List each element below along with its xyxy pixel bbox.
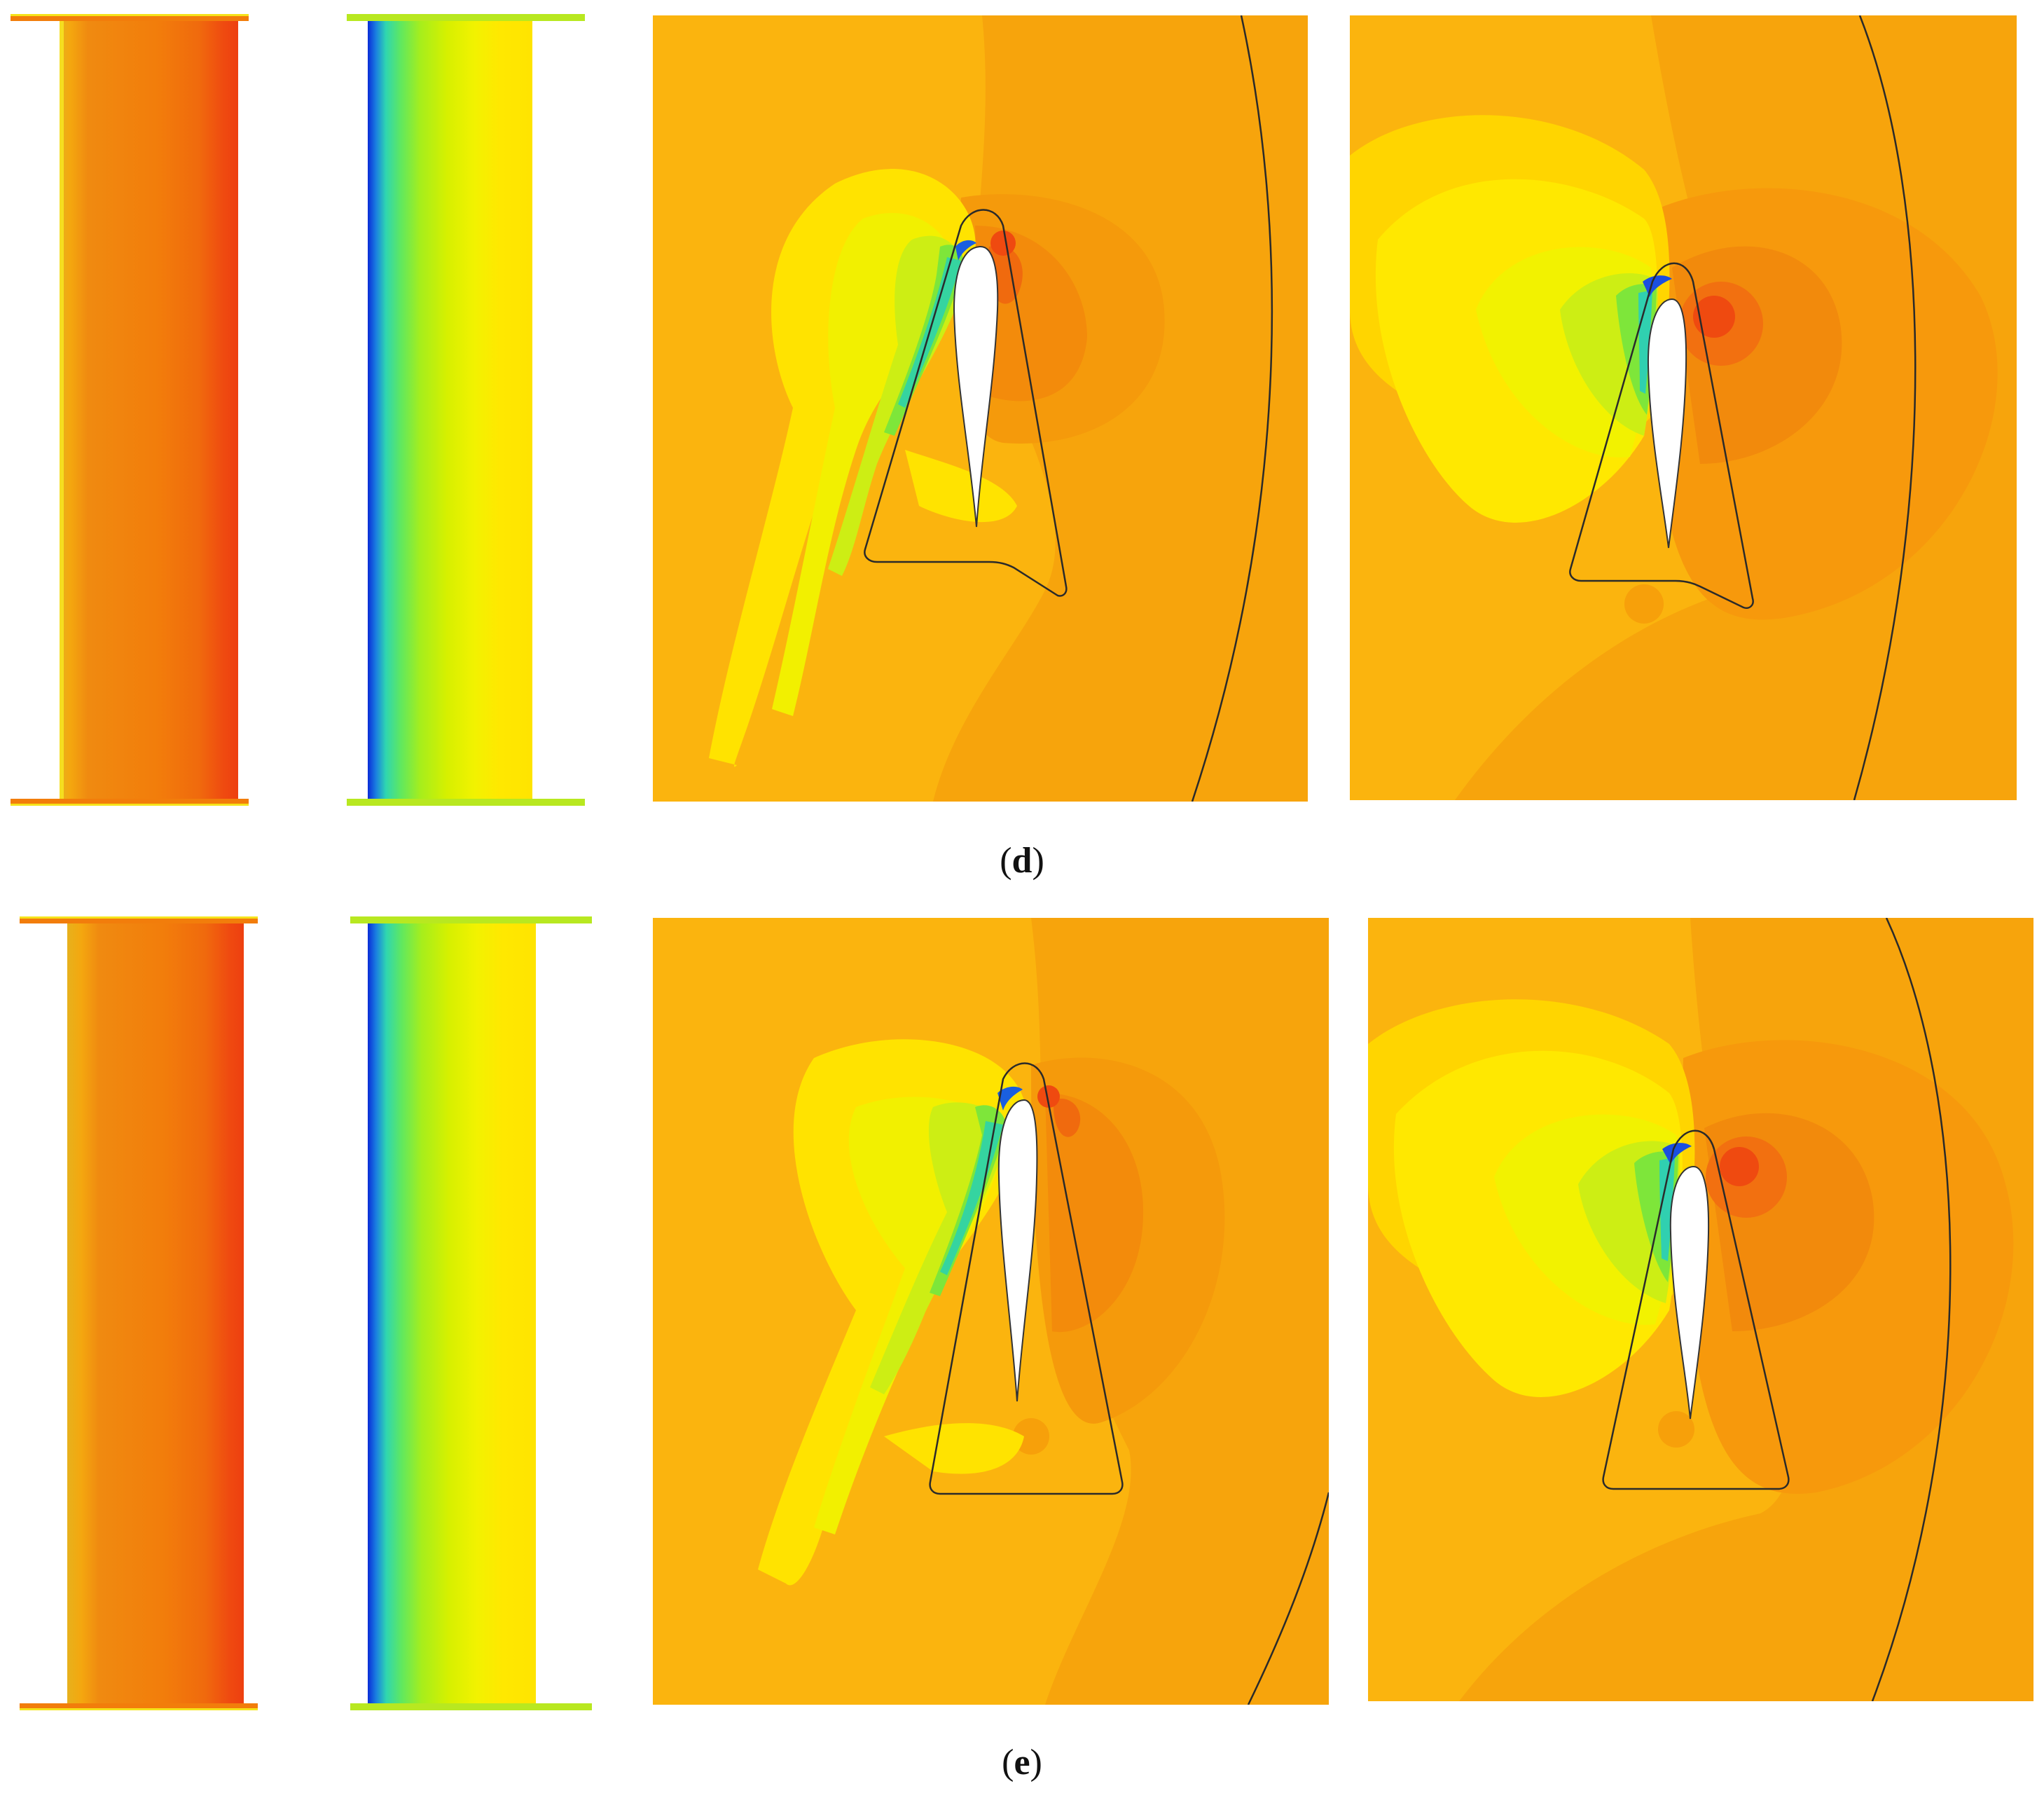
figure-caption-e: (e) [0,1745,2044,1781]
figure-caption-d: (d) [0,843,2044,879]
caption-d-label: d [1011,841,1033,881]
row-e-blade-span-pressure-contour [20,916,258,1710]
row-e-airfoil-section-contour-1 [653,918,1329,1705]
row-d-blade-span-pressure-contour [11,14,249,806]
row-d-blade-span-suction-contour [347,14,585,806]
row-d-airfoil-section-contour-1 [653,15,1308,802]
caption-e-close-paren: ) [1030,1743,1042,1782]
row-d-airfoil-section-contour-2 [1350,15,2017,800]
row-e-blade-span-suction-contour [350,916,592,1710]
row-e-airfoil-section-contour-2 [1368,918,2033,1701]
caption-e-label: e [1014,1743,1030,1782]
caption-d-open-paren: ( [1000,841,1012,881]
caption-e-open-paren: ( [1002,1743,1014,1782]
caption-d-close-paren: ) [1032,841,1044,881]
